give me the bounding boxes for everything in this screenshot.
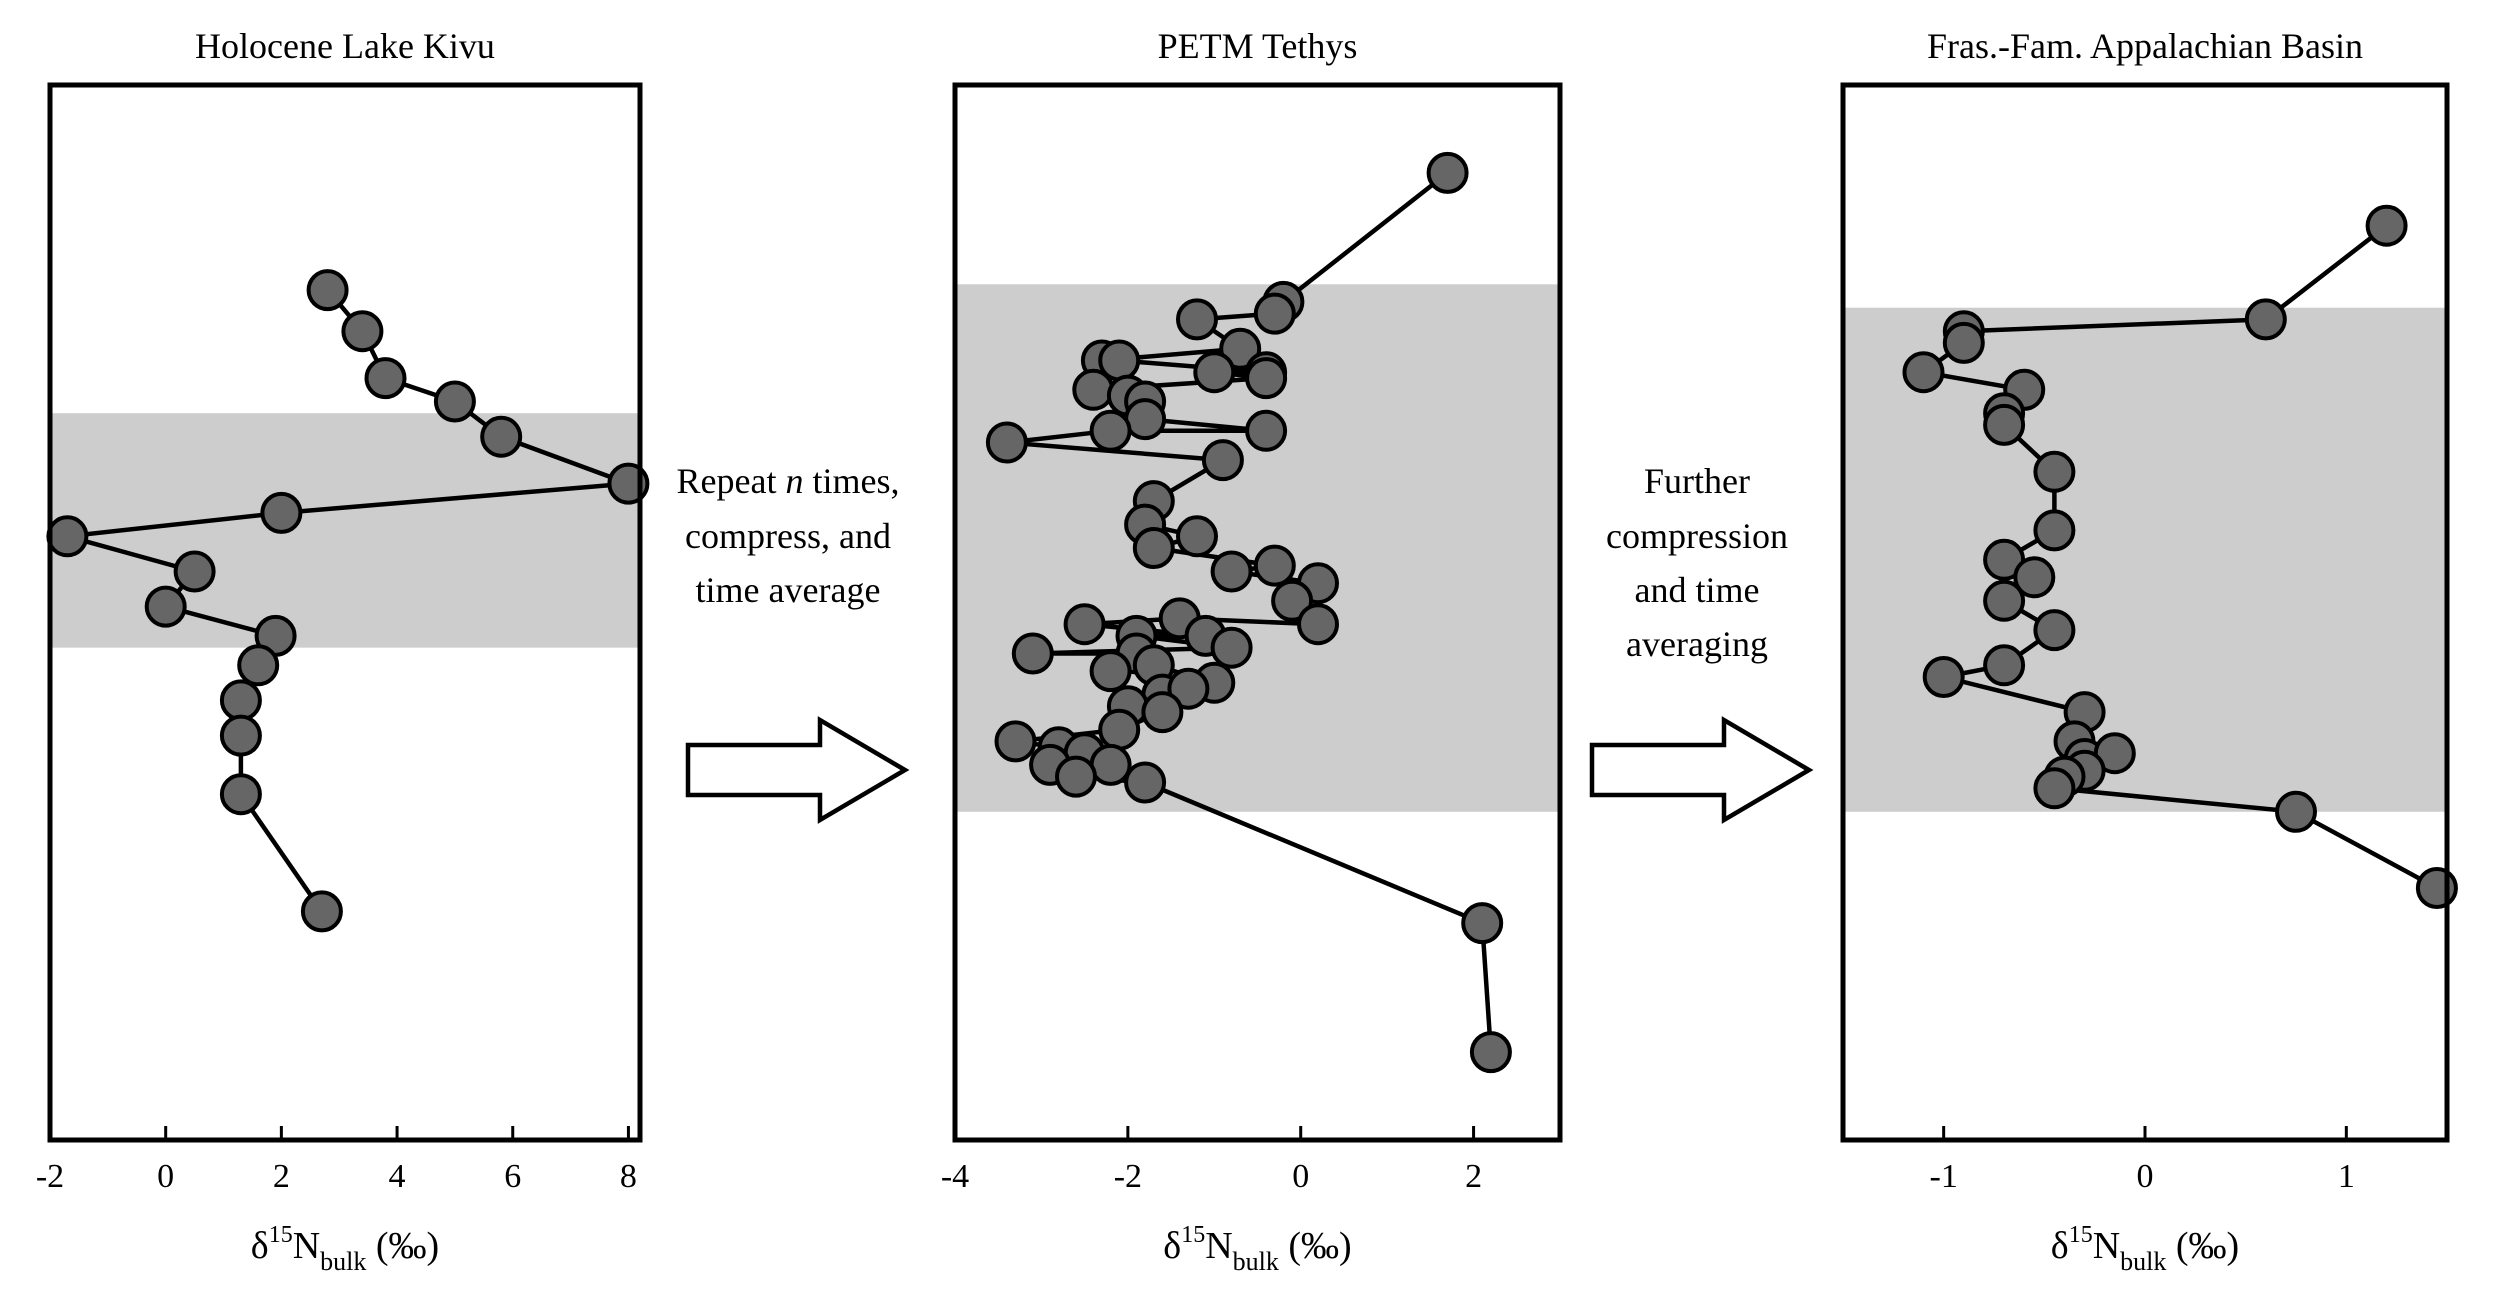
data-point [306,269,349,312]
data-point [1922,656,1965,698]
arrow-caption-1-line-3: time average [696,570,881,610]
data-point [1176,515,1218,558]
x-tick-label: 2 [1465,1158,1482,1195]
x-tick-label: -4 [941,1158,969,1195]
annotations: Repeat n times, compress, and time avera… [677,461,1814,824]
data-point [341,310,384,353]
data-point [1245,409,1288,452]
x-tick-label: 6 [504,1158,521,1195]
data-point [1426,151,1469,194]
x-tick-label: 0 [157,1158,174,1195]
data-point [1983,403,2026,446]
arrow-caption-2-line-3: and time [1635,570,1760,610]
x-tick-label: -2 [36,1158,64,1195]
data-point [1253,292,1296,335]
data-point [2244,298,2287,341]
data-point [480,415,523,458]
data-point [1132,527,1175,569]
data-point [1063,603,1106,646]
data-point [1245,357,1288,400]
x-tick-label: 1 [2338,1158,2355,1195]
chart-panel-1: Holocene Lake Kivu -2 0 2 4 6 8 δ15Nbulk (‰) [36,26,650,1276]
chart-title: Holocene Lake Kivu [195,26,495,66]
data-point [219,679,262,722]
data-point [433,380,476,423]
arrow-caption-2-line-1: Further [1644,461,1750,501]
data-point [1089,409,1132,452]
x-tick-label: -2 [1114,1158,1142,1195]
data-point [1124,398,1167,441]
x-axis-label: δ15Nbulk (‰) [2051,1222,2239,1276]
data-point [2275,790,2317,833]
data-point [1469,1031,1512,1074]
chart-title: Fras.-Fam. Appalachian Basin [1927,26,2363,66]
data-point [1089,743,1132,786]
data-point [2033,450,2076,493]
data-point [2033,509,2076,552]
plot-frame [952,82,1563,1143]
data-point [1089,650,1132,693]
shaded-interval [1843,307,2447,812]
data-point [1297,603,1339,646]
data-point [2033,767,2076,810]
data-point [1983,579,2026,622]
x-tick-label: 2 [273,1158,290,1195]
data-point [260,491,303,534]
chart-title: PETM Tethys [1158,26,1358,66]
arrow-caption-2-line-2: compression [1606,516,1788,556]
data-point [1210,550,1253,593]
data-point [1141,691,1184,734]
data-point [1011,632,1054,675]
data-point [237,644,280,687]
arrow-caption-2-line-4: averaging [1626,624,1768,664]
data-point [1124,761,1167,804]
chart-panel-3: Fras.-Fam. Appalachian Basin -1 0 1 δ15Nbulk… [1840,26,2458,1276]
x-tick-label: 8 [620,1158,637,1195]
data-point [300,890,343,933]
data-point [1193,351,1236,394]
data-point [1219,327,1262,370]
data-point [364,357,407,400]
x-tick-label: -1 [1930,1158,1958,1195]
data-point [173,550,216,593]
data-point [994,720,1037,763]
data-point [1098,708,1141,751]
data-point [1983,644,2026,687]
right-arrow-icon [1589,716,1814,824]
data-point [219,773,262,816]
data-point [1210,626,1253,669]
data-point [1902,351,1945,394]
data-point [46,515,89,558]
data-point [1942,321,1985,364]
arrow-caption-1-line-2: compress, and [685,516,891,556]
x-tick-label: 0 [1292,1158,1309,1195]
data-point [1055,755,1097,798]
data-point [1461,902,1504,945]
data-point [1176,298,1218,341]
chart-panel-2: PETM Tethys -4 -2 0 2 δ15Nbulk (‰) [941,26,1563,1276]
arrow-caption-1-line-1: Repeat n times, [677,461,900,501]
data-point [1072,368,1115,411]
data-point [144,585,187,628]
data-point [2415,867,2458,909]
x-tick-label: 4 [389,1158,406,1195]
data-point [2365,204,2408,247]
data-point [2033,609,2076,652]
x-axis-label: δ15Nbulk (‰) [1163,1222,1351,1276]
data-point [2013,556,2056,599]
data-point [1271,579,1314,622]
data-point [1253,544,1296,587]
x-tick-label: 0 [2137,1158,2154,1195]
plot-frame [47,82,643,1143]
x-axis-label: δ15Nbulk (‰) [251,1222,439,1276]
data-point [985,421,1028,464]
data-point [219,714,262,757]
right-arrow-icon [685,716,910,824]
data-point [1201,439,1244,482]
data-point [1167,667,1210,710]
